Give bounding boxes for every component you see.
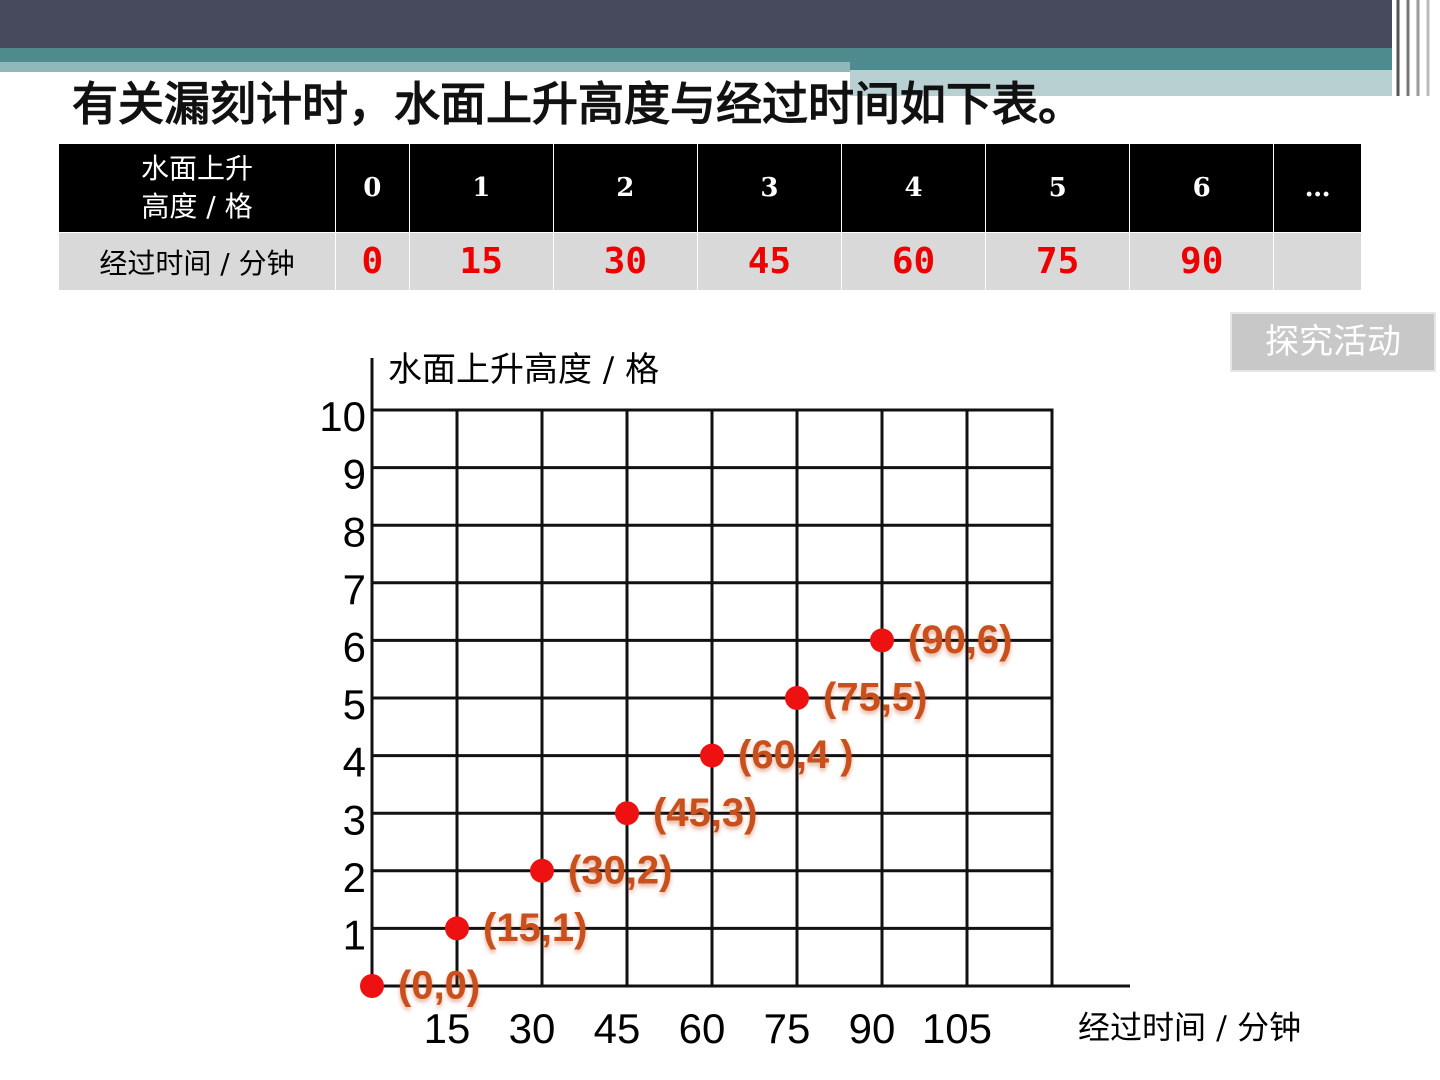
data-table: 水面上升 高度 / 格 0 1 2 3 4 5 6… 经过时间 / 分钟 0 15 30 45 60 75 9…: [58, 143, 1362, 291]
y-tick-label: 5: [343, 681, 366, 728]
point-label: (75,5): [823, 676, 928, 720]
table-cell: 75: [985, 232, 1131, 291]
point: [785, 686, 809, 710]
x-tick-label: 60: [679, 1005, 726, 1052]
table-cell: 2: [552, 143, 698, 233]
table-cell: 15: [408, 232, 554, 291]
table-cell: 1: [408, 143, 554, 233]
point: [615, 801, 639, 826]
point: [445, 916, 469, 941]
table-cell: 0: [335, 232, 410, 291]
row-label: 经过时间 / 分钟: [58, 232, 336, 291]
point-label: (15,1): [483, 906, 588, 950]
table-cell: 6: [1129, 143, 1275, 233]
y-axis-label: 水面上升高度 / 格: [388, 350, 659, 390]
y-tick-label: 7: [343, 566, 366, 613]
point-label: (90,6): [908, 618, 1013, 662]
point-label: (30,2): [568, 848, 673, 892]
row-label-line: 经过时间 / 分钟: [99, 246, 295, 280]
row-label: 水面上升高度 / 格: [58, 143, 336, 233]
table-cell: 4: [840, 143, 987, 233]
point: [700, 743, 724, 768]
table-cell: 90: [1129, 232, 1275, 291]
point: [870, 628, 894, 653]
table-cell: …: [1273, 143, 1362, 233]
point-label: (0,0): [398, 964, 480, 1008]
x-tick-label: 105: [922, 1005, 992, 1052]
y-tick-label: 9: [343, 451, 366, 498]
activity-button[interactable]: 探究活动: [1230, 312, 1436, 372]
table-cell: 3: [696, 143, 842, 233]
x-tick-label: 15: [424, 1005, 471, 1052]
y-tick-label: 10: [319, 393, 366, 440]
point: [360, 974, 384, 998]
row-label-line: 高度 / 格: [141, 190, 253, 223]
table-cell: [1273, 232, 1362, 291]
x-tick-label: 45: [594, 1005, 641, 1052]
table-cell: 0: [335, 143, 410, 233]
table-cell: 45: [696, 232, 842, 291]
y-tick-label: 1: [343, 911, 366, 958]
point: [530, 858, 554, 883]
y-tick-label: 4: [343, 739, 366, 786]
y-tick-label: 8: [343, 508, 366, 555]
x-axis-label: 经过时间 / 分钟: [1078, 1009, 1301, 1047]
header-band: [0, 0, 1440, 96]
x-tick-label: 75: [764, 1005, 811, 1052]
table-cell: 60: [840, 232, 987, 291]
y-tick-label: 6: [343, 623, 366, 670]
point-label: (60,4 ): [738, 733, 854, 777]
y-tick-label: 3: [343, 796, 366, 843]
x-tick-label: 90: [849, 1005, 896, 1052]
y-tick-label: 2: [343, 854, 366, 901]
point-label: (45,3): [653, 791, 758, 835]
row-label-line: 水面上升: [140, 152, 253, 185]
slide-title: 有关漏刻计时，水面上升高度与经过时间如下表。: [72, 77, 1084, 131]
table-cell: 5: [985, 143, 1131, 233]
x-tick-label: 30: [509, 1005, 556, 1052]
